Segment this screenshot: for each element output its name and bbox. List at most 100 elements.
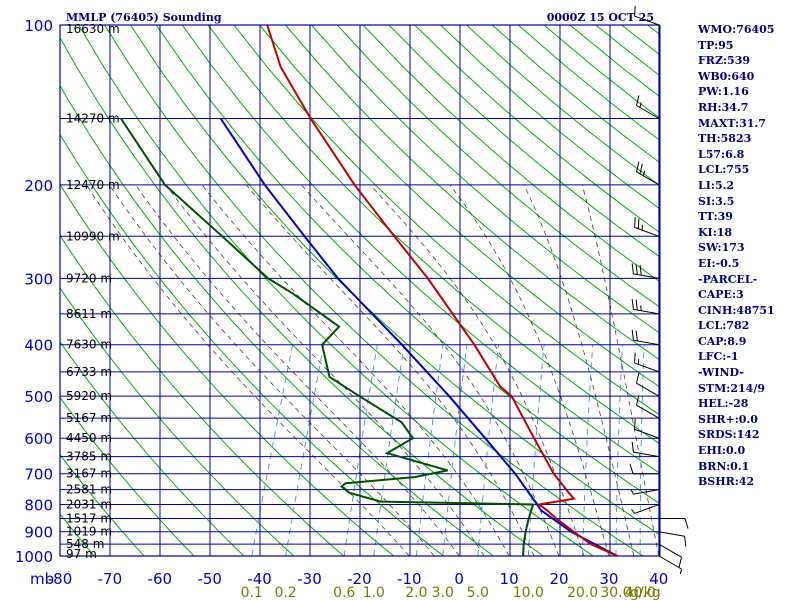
mixing-ratio-line (615, 344, 623, 556)
wind-barb-half-feather (631, 508, 635, 514)
chart-title: MMLP (76405) Sounding (66, 11, 222, 24)
height-label: 1019 m (66, 525, 112, 539)
mixing-ratio-label: 10.0 (513, 585, 544, 600)
index-item: -WIND- (698, 366, 744, 380)
wind-barb (631, 263, 660, 279)
wind-barb (658, 531, 687, 547)
index-item: L57:6.8 (698, 147, 745, 161)
wind-barb (658, 543, 683, 568)
index-item: STM:214/9 (698, 381, 765, 395)
height-label: 9720 m (66, 271, 112, 285)
wind-barb (631, 298, 660, 315)
wind-barb-feather (634, 216, 636, 228)
wind-barb (634, 216, 660, 237)
wind-barb-staff (634, 15, 660, 26)
height-label: 7630 m (66, 338, 112, 352)
grid (59, 24, 661, 557)
wind-barb-feather (635, 330, 638, 341)
wind-barb-half-feather (630, 489, 634, 495)
temperature-tick-label: -20 (347, 570, 372, 588)
index-item: BRN:0.1 (698, 459, 750, 473)
index-item: KI:18 (698, 225, 733, 239)
mixing-ratio-label: 3.0 (432, 585, 454, 600)
mixing-ratio-line (582, 344, 594, 556)
pressure-tick-label: 200 (24, 177, 53, 195)
mixing-ratio-line (251, 344, 294, 556)
wind-barb-feather (635, 161, 640, 172)
pressure-tick-label: 500 (24, 388, 53, 406)
wind-barb-staff (658, 543, 682, 558)
wind-barb-feather (639, 163, 643, 174)
pressure-tick-label: 600 (24, 430, 53, 448)
wind-barb-half-feather (679, 568, 683, 575)
height-label: 97 m (66, 547, 97, 561)
index-item: CAP:8.9 (698, 334, 747, 348)
mixing-ratio-label: 0.1 (241, 585, 263, 600)
height-label: 548 m (66, 537, 104, 551)
temperature-tick-label: -10 (397, 570, 422, 588)
temperature-tick-label: -80 (48, 570, 73, 588)
wind-barb-half-feather (640, 305, 642, 311)
height-label: 14270 m (66, 112, 120, 126)
height-label: 5920 m (66, 389, 112, 403)
wind-barb-half-feather (642, 170, 646, 176)
index-item: SW:173 (698, 241, 745, 255)
index-item: SI:3.5 (698, 194, 735, 208)
wind-barb-staff (634, 504, 660, 514)
plot-border (59, 24, 660, 557)
wind-barb (635, 394, 660, 419)
mixing-ratio-label: 30.0 (600, 585, 631, 600)
pressure-tick-label: 900 (24, 524, 53, 542)
wind-barb (634, 418, 660, 439)
moist-adiabat-line (135, 184, 460, 556)
wind-barb-feather (631, 263, 634, 274)
wind-barb (658, 555, 683, 575)
height-label: 10990 m (66, 229, 120, 243)
dry-adiabat-line (155, 25, 659, 504)
height-label: 2581 m (66, 483, 112, 497)
temperature-tick-label: -30 (297, 570, 322, 588)
temperature-tick-label: 10 (500, 570, 519, 588)
wind-barb (629, 463, 659, 475)
index-item: TH:5823 (698, 132, 752, 146)
mixing-ratio-label: 20.0 (567, 585, 598, 600)
wind-barb-staff (636, 382, 660, 397)
wind-barb-feather (684, 518, 689, 529)
pressure-tick-label: 700 (24, 466, 53, 484)
height-label: 5167 m (66, 411, 112, 425)
height-label: 8611 m (66, 307, 112, 321)
wind-barb-staff (633, 489, 660, 495)
pressure-tick-label: 400 (24, 337, 53, 355)
mixing-ratio-label: 0.6 (333, 585, 355, 600)
wind-barb-feather (631, 329, 634, 341)
temperature-tick-label: 0 (454, 570, 464, 588)
wind-barb-staff (633, 451, 660, 458)
mixing-ratio-unit-label: g/kg (630, 585, 661, 600)
dry-adiabat-line (60, 183, 394, 556)
temperature-tick-label: -70 (98, 570, 123, 588)
pressure-tick-label: 300 (24, 270, 53, 288)
index-item: CINH:48751 (698, 303, 775, 317)
wind-barb-feather (634, 352, 636, 363)
wind-barb (631, 329, 660, 346)
wind-barb-feather (635, 95, 640, 106)
moist-adiabat-line (581, 184, 659, 556)
mixing-ratio-label: 5.0 (467, 585, 489, 600)
wind-barb (635, 372, 660, 397)
wind-barb-staff (633, 339, 660, 346)
moist-adiabat-line (165, 184, 485, 556)
mixing-ratio-label: 2.0 (405, 585, 427, 600)
wind-barb (634, 5, 660, 26)
wind-barb-feather (634, 418, 636, 430)
index-item: CAPE:3 (698, 288, 744, 302)
index-item: TT:39 (698, 210, 733, 224)
temperature-tick-label: 20 (549, 570, 568, 588)
wind-barb-staff (634, 362, 660, 373)
sounding-traces (120, 25, 618, 556)
moist-adiabat-line (109, 184, 435, 556)
wind-barb-feather (678, 557, 683, 568)
index-item: WB0:640 (698, 69, 755, 83)
mixing-ratio-line (343, 344, 378, 556)
index-item: LCL:755 (698, 163, 750, 177)
